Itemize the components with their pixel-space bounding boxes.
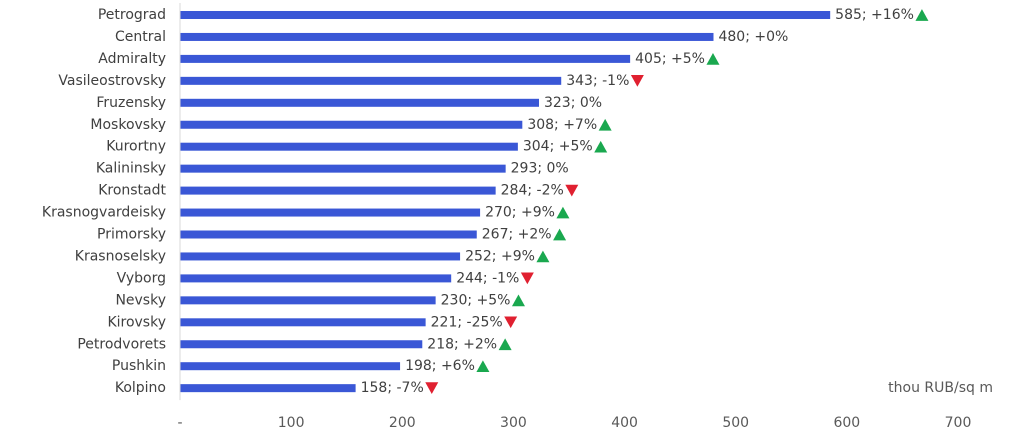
data-label: 480; +0% xyxy=(718,29,788,45)
bar xyxy=(180,186,496,195)
data-label: 304; +5% xyxy=(523,139,593,155)
category-label: Pushkin xyxy=(112,358,166,374)
category-label: Admiralty xyxy=(98,51,166,67)
bar xyxy=(180,76,562,85)
bar xyxy=(180,120,523,129)
x-tick-label: 700 xyxy=(945,415,972,431)
trend-down-icon xyxy=(504,316,518,329)
category-label: Petrodvorets xyxy=(77,336,166,352)
data-label: 218; +2% xyxy=(427,336,497,352)
category-label: Primorsky xyxy=(97,227,166,243)
data-labels: 585; +16% 480; +0% 405; +5% 343; -1% 323; 0%… xyxy=(361,7,914,396)
data-label: 343; -1% xyxy=(566,73,629,89)
x-tick-label: 400 xyxy=(611,415,638,431)
trend-up-icon xyxy=(915,9,929,21)
bar xyxy=(180,98,539,107)
bar xyxy=(180,274,452,283)
category-labels: Petrograd Central Admiralty Vasileostrovsky… xyxy=(42,7,167,396)
unit-label: thou RUB/sq m xyxy=(888,380,993,396)
category-label: Kirovsky xyxy=(107,314,166,330)
category-label: Vyborg xyxy=(117,270,166,286)
data-label: 221; -25% xyxy=(431,314,503,330)
data-label: 308; +7% xyxy=(527,117,597,133)
data-label: 158; -7% xyxy=(361,380,424,396)
category-label: Kronstadt xyxy=(98,183,166,199)
category-label: Moskovsky xyxy=(90,117,166,133)
trend-up-icon xyxy=(553,228,567,241)
category-label: Krasnogvardeisky xyxy=(42,205,166,221)
category-label: Krasnoselsky xyxy=(75,248,166,264)
category-label: Nevsky xyxy=(115,292,166,308)
data-label: 267; +2% xyxy=(482,227,552,243)
bar xyxy=(180,318,426,327)
data-label: 323; 0% xyxy=(544,95,602,111)
category-label: Central xyxy=(115,29,166,45)
trend-up-icon xyxy=(706,53,720,65)
bar xyxy=(180,230,477,239)
category-label: Kurortny xyxy=(106,139,166,155)
trend-up-icon xyxy=(536,250,550,263)
x-tick-label: 600 xyxy=(833,415,860,431)
data-label: 252; +9% xyxy=(465,248,535,264)
x-tick-label: - xyxy=(177,415,182,431)
trend-up-icon xyxy=(556,206,570,219)
trend-up-icon xyxy=(498,338,512,351)
data-label: 270; +9% xyxy=(485,205,555,221)
x-tick-label: 200 xyxy=(389,415,416,431)
category-label: Kolpino xyxy=(115,380,166,396)
trend-up-icon xyxy=(511,294,525,307)
data-label: 293; 0% xyxy=(511,161,569,177)
trend-markers xyxy=(425,9,929,394)
bar xyxy=(180,252,461,261)
trend-down-icon xyxy=(520,272,534,285)
category-label: Kalininsky xyxy=(96,161,166,177)
data-label: 284; -2% xyxy=(501,183,564,199)
trend-up-icon xyxy=(598,118,612,131)
bar xyxy=(180,54,631,63)
x-tick-label: 300 xyxy=(500,415,527,431)
bar xyxy=(180,384,356,393)
category-label: Petrograd xyxy=(98,7,166,23)
trend-down-icon xyxy=(565,184,579,197)
bar xyxy=(180,208,481,217)
bar xyxy=(180,164,506,173)
data-label: 230; +5% xyxy=(441,292,511,308)
data-label: 405; +5% xyxy=(635,51,705,67)
data-label: 585; +16% xyxy=(835,7,914,23)
data-label: 244; -1% xyxy=(456,270,519,286)
bars-group xyxy=(180,11,831,393)
x-tick-label: 500 xyxy=(722,415,749,431)
bar xyxy=(180,32,714,41)
x-tick-labels: - 100 200 300 400 500 600 700 xyxy=(177,415,971,431)
category-label: Vasileostrovsky xyxy=(58,73,166,89)
data-label: 198; +6% xyxy=(405,358,475,374)
bar xyxy=(180,11,831,19)
bar xyxy=(180,340,423,349)
bar xyxy=(180,296,436,305)
x-tick-label: 100 xyxy=(278,415,305,431)
trend-down-icon xyxy=(630,75,644,87)
category-label: Fruzensky xyxy=(96,95,166,111)
trend-up-icon xyxy=(594,140,608,153)
trend-down-icon xyxy=(425,382,439,394)
bar xyxy=(180,362,401,371)
bar xyxy=(180,142,518,151)
trend-up-icon xyxy=(476,360,490,373)
